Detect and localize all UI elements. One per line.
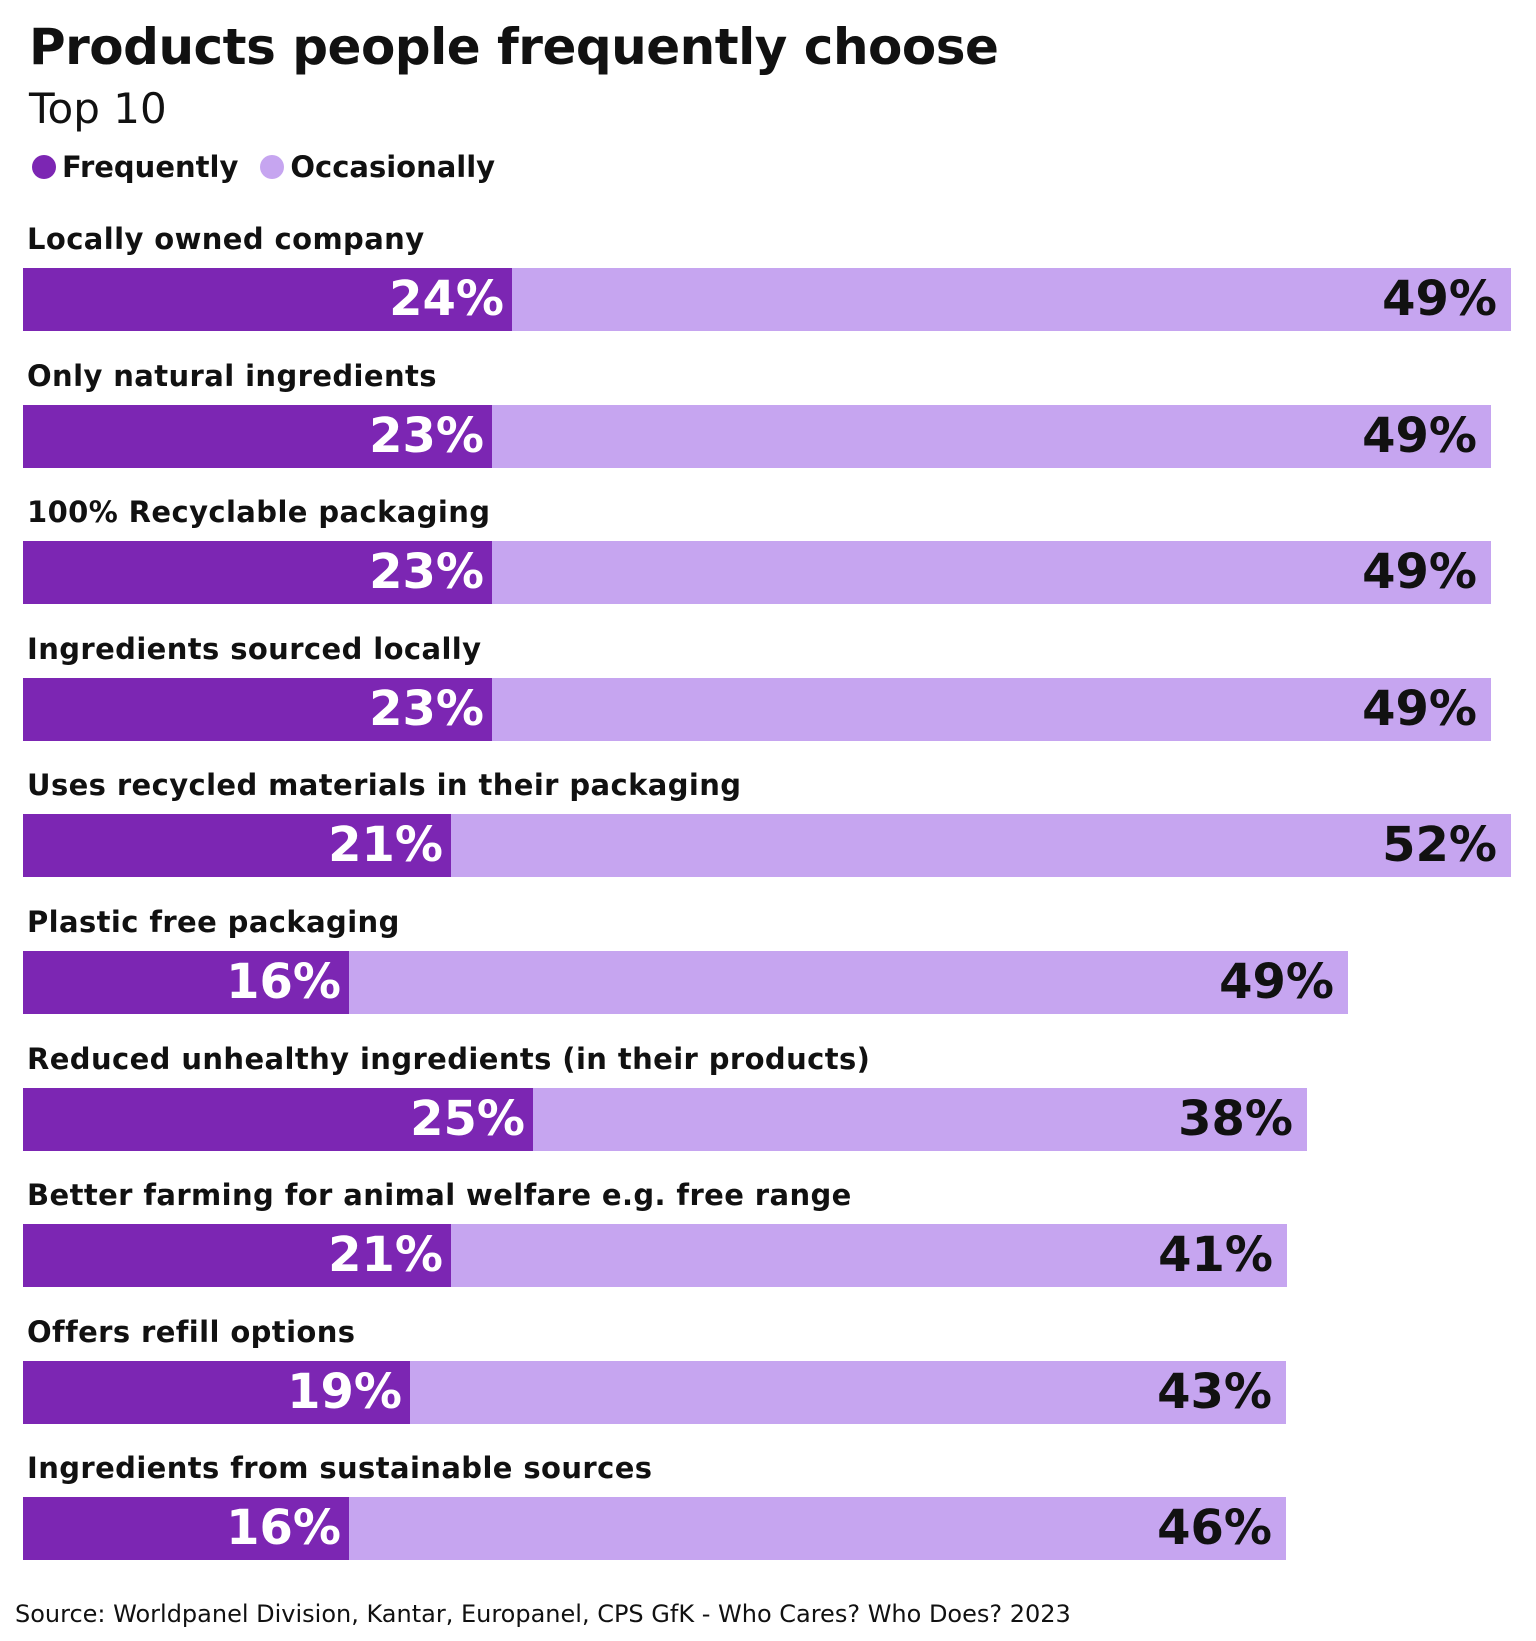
bar-occasionally [492,405,1491,468]
bar-occasionally [349,1497,1286,1560]
data-label-occasionally: 52% [1382,817,1497,873]
data-label-occasionally: 41% [1158,1227,1273,1283]
bar-frequently [23,405,492,468]
bar-occasionally [492,541,1491,604]
data-label-occasionally: 49% [1219,954,1334,1010]
bar-frequently [23,1497,349,1560]
data-label-frequently: 21% [328,817,443,873]
chart-subtitle: Top 10 [29,84,167,133]
data-label-occasionally: 43% [1157,1364,1272,1420]
legend: Frequently Occasionally [32,150,517,184]
source-note: Source: Worldpanel Division, Kantar, Eur… [15,1600,1071,1628]
legend-item-frequently: Frequently [32,150,238,184]
data-label-occasionally: 49% [1362,681,1477,737]
category-label: Offers refill options [27,1315,356,1349]
bar-frequently [23,541,492,604]
bar-occasionally [451,1224,1287,1287]
data-label-frequently: 25% [410,1091,525,1147]
legend-item-occasionally: Occasionally [260,150,495,184]
bar-occasionally [451,814,1511,877]
category-label: Reduced unhealthy ingredients (in their … [27,1042,871,1076]
category-label: Only natural ingredients [27,359,437,393]
bar-frequently [23,814,451,877]
data-label-occasionally: 49% [1362,544,1477,600]
category-label: Ingredients sourced locally [27,632,482,666]
bar-occasionally [512,268,1511,331]
bar-frequently [23,1361,410,1424]
legend-swatch-frequently [32,155,56,179]
bar-occasionally [349,951,1348,1014]
bar-frequently [23,1088,533,1151]
category-label: Ingredients from sustainable sources [27,1451,653,1485]
bar-occasionally [492,678,1491,741]
data-label-frequently: 23% [369,681,484,737]
bar-occasionally [533,1088,1307,1151]
chart-title: Products people frequently choose [29,18,999,76]
category-label: Uses recycled materials in their packagi… [27,768,742,802]
bar-frequently [23,678,492,741]
legend-swatch-occasionally [260,155,285,179]
data-label-occasionally: 46% [1157,1500,1272,1556]
data-label-occasionally: 49% [1362,408,1477,464]
data-label-frequently: 24% [389,271,504,327]
bar-occasionally [410,1361,1286,1424]
bar-frequently [23,268,512,331]
legend-label-frequently: Frequently [62,150,239,184]
data-label-occasionally: 49% [1382,271,1497,327]
data-label-frequently: 16% [226,1500,341,1556]
data-label-frequently: 19% [287,1364,402,1420]
category-label: 100% Recyclable packaging [27,495,491,529]
category-label: Locally owned company [27,222,425,256]
bar-frequently [23,951,349,1014]
data-label-frequently: 23% [369,544,484,600]
category-label: Plastic free packaging [27,905,400,939]
legend-label-occasionally: Occasionally [290,150,496,184]
data-label-occasionally: 38% [1178,1091,1293,1147]
data-label-frequently: 16% [226,954,341,1010]
bar-frequently [23,1224,451,1287]
data-label-frequently: 21% [328,1227,443,1283]
data-label-frequently: 23% [369,408,484,464]
category-label: Better farming for animal welfare e.g. f… [27,1178,852,1212]
